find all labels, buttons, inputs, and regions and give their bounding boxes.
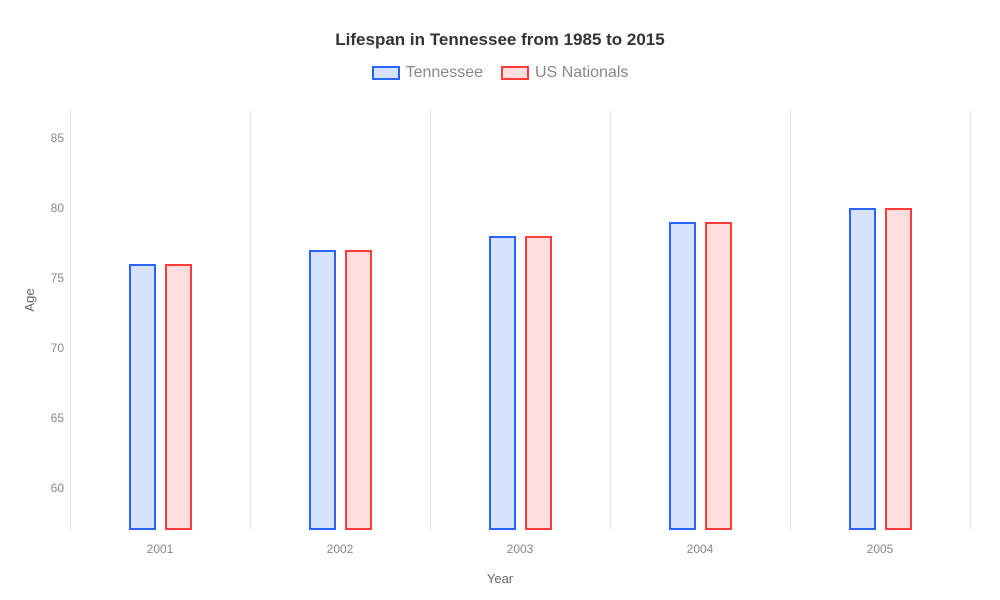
legend-label: Tennessee <box>406 64 483 82</box>
chart-container: Lifespan in Tennessee from 1985 to 2015 … <box>0 0 1000 600</box>
legend-item-tennessee: Tennessee <box>372 64 483 82</box>
grid-line <box>970 110 971 530</box>
y-tick: 70 <box>32 341 64 355</box>
bar-us-nationals <box>165 264 192 530</box>
y-tick: 85 <box>32 131 64 145</box>
legend-swatch-tennessee <box>372 66 400 80</box>
bar-tennessee <box>489 236 516 530</box>
plot-area: 60657075808520012002200320042005 <box>70 110 970 530</box>
bar-tennessee <box>129 264 156 530</box>
x-tick: 2005 <box>867 542 894 556</box>
bar-us-nationals <box>885 208 912 530</box>
legend-item-us-nationals: US Nationals <box>501 64 628 82</box>
grid-line <box>790 110 791 530</box>
x-axis-label: Year <box>487 571 513 586</box>
x-tick: 2001 <box>147 542 174 556</box>
grid-line <box>610 110 611 530</box>
y-tick: 60 <box>32 481 64 495</box>
chart-title: Lifespan in Tennessee from 1985 to 2015 <box>20 30 980 50</box>
bar-tennessee <box>309 250 336 530</box>
y-axis-label: Age <box>22 288 37 311</box>
bar-us-nationals <box>345 250 372 530</box>
grid-line <box>250 110 251 530</box>
grid-line <box>70 110 71 530</box>
bar-tennessee <box>849 208 876 530</box>
y-tick: 65 <box>32 411 64 425</box>
legend: Tennessee US Nationals <box>20 64 980 82</box>
bar-tennessee <box>669 222 696 530</box>
legend-label: US Nationals <box>535 64 628 82</box>
y-tick: 80 <box>32 201 64 215</box>
legend-swatch-us-nationals <box>501 66 529 80</box>
bar-us-nationals <box>525 236 552 530</box>
grid-line <box>430 110 431 530</box>
x-tick: 2002 <box>327 542 354 556</box>
x-tick: 2003 <box>507 542 534 556</box>
bar-us-nationals <box>705 222 732 530</box>
y-tick: 75 <box>32 271 64 285</box>
x-tick: 2004 <box>687 542 714 556</box>
